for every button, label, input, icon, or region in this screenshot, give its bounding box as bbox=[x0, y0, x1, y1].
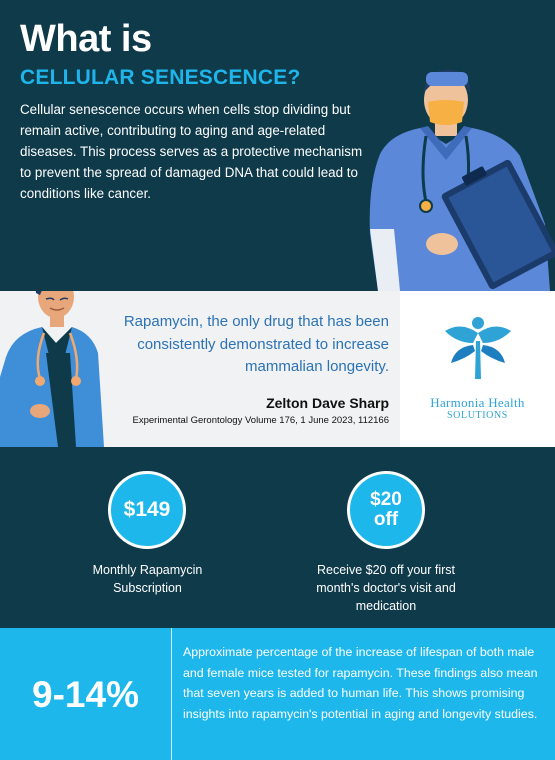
quote-text: Rapamycin, the only drug that has been c… bbox=[123, 313, 389, 375]
quote-section: Rapamycin, the only drug that has been c… bbox=[0, 291, 555, 447]
quote-panel: Rapamycin, the only drug that has been c… bbox=[0, 291, 400, 447]
brand-tagline: SOLUTIONS bbox=[447, 410, 508, 421]
doctor-illustration bbox=[0, 291, 104, 447]
hero-title: What is bbox=[20, 18, 152, 60]
quote-author: Zelton Dave Sharp bbox=[266, 395, 389, 411]
price-badge-discount: $20 off bbox=[347, 471, 425, 549]
price-badge-subscription: $149 bbox=[108, 471, 186, 549]
offers-section: $149 Monthly Rapamycin Subscription $20 … bbox=[0, 447, 555, 628]
stat-section: 9-14% Approximate percentage of the incr… bbox=[0, 628, 555, 760]
stat-divider bbox=[171, 628, 172, 760]
offer-label-discount: Receive $20 off your first month's docto… bbox=[316, 563, 456, 613]
doctor-with-clipboard-illustration bbox=[369, 70, 555, 291]
hero-subtitle: CELLULAR SENESCENCE? bbox=[20, 66, 301, 89]
stat-description: Approximate percentage of the increase o… bbox=[183, 645, 538, 721]
hero-description: Cellular senescence occurs when cells st… bbox=[20, 102, 363, 201]
brand-logo-icon bbox=[445, 317, 511, 379]
brand-name: Harmonia Health bbox=[430, 395, 525, 410]
hero-section: What is CELLULAR SENESCENCE? Cellular se… bbox=[0, 0, 555, 291]
offer-label-subscription: Monthly Rapamycin Subscription bbox=[92, 563, 203, 595]
stat-value: 9-14% bbox=[32, 674, 139, 715]
quote-source: Experimental Gerontology Volume 176, 1 J… bbox=[132, 415, 390, 426]
